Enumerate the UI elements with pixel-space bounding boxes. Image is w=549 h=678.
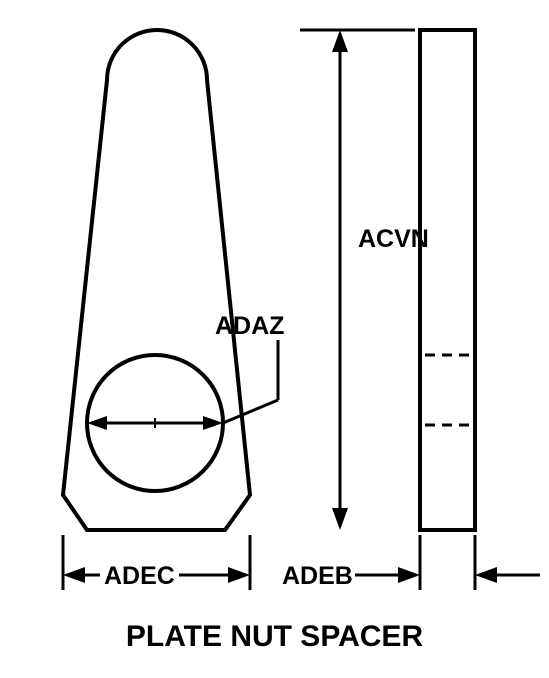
adaz-leader [223,340,278,423]
hole-arrow-left [87,416,107,430]
adeb-label: ADEB [282,562,353,591]
adec-arrow-right [228,567,250,583]
adaz-label: ADAZ [215,312,284,341]
adec-arrow-left [63,567,85,583]
adec-label: ADEC [100,562,179,591]
plate-outline [63,30,250,530]
diagram-container: ACVN ADAZ ADEC ADEB PLATE NUT SPACER [0,0,549,678]
adeb-arrow-right [475,567,497,583]
acvn-arrow-bottom [332,508,348,530]
acvn-arrow-top [332,30,348,52]
adeb-dimension [355,535,540,590]
side-rect [420,30,475,530]
front-view [63,30,250,530]
acvn-label: ACVN [358,225,429,254]
acvn-dimension [300,30,415,530]
diagram-title: PLATE NUT SPACER [0,620,549,654]
hole-arrow-right [203,416,223,430]
adeb-arrow-left [398,567,420,583]
side-view [420,30,475,530]
